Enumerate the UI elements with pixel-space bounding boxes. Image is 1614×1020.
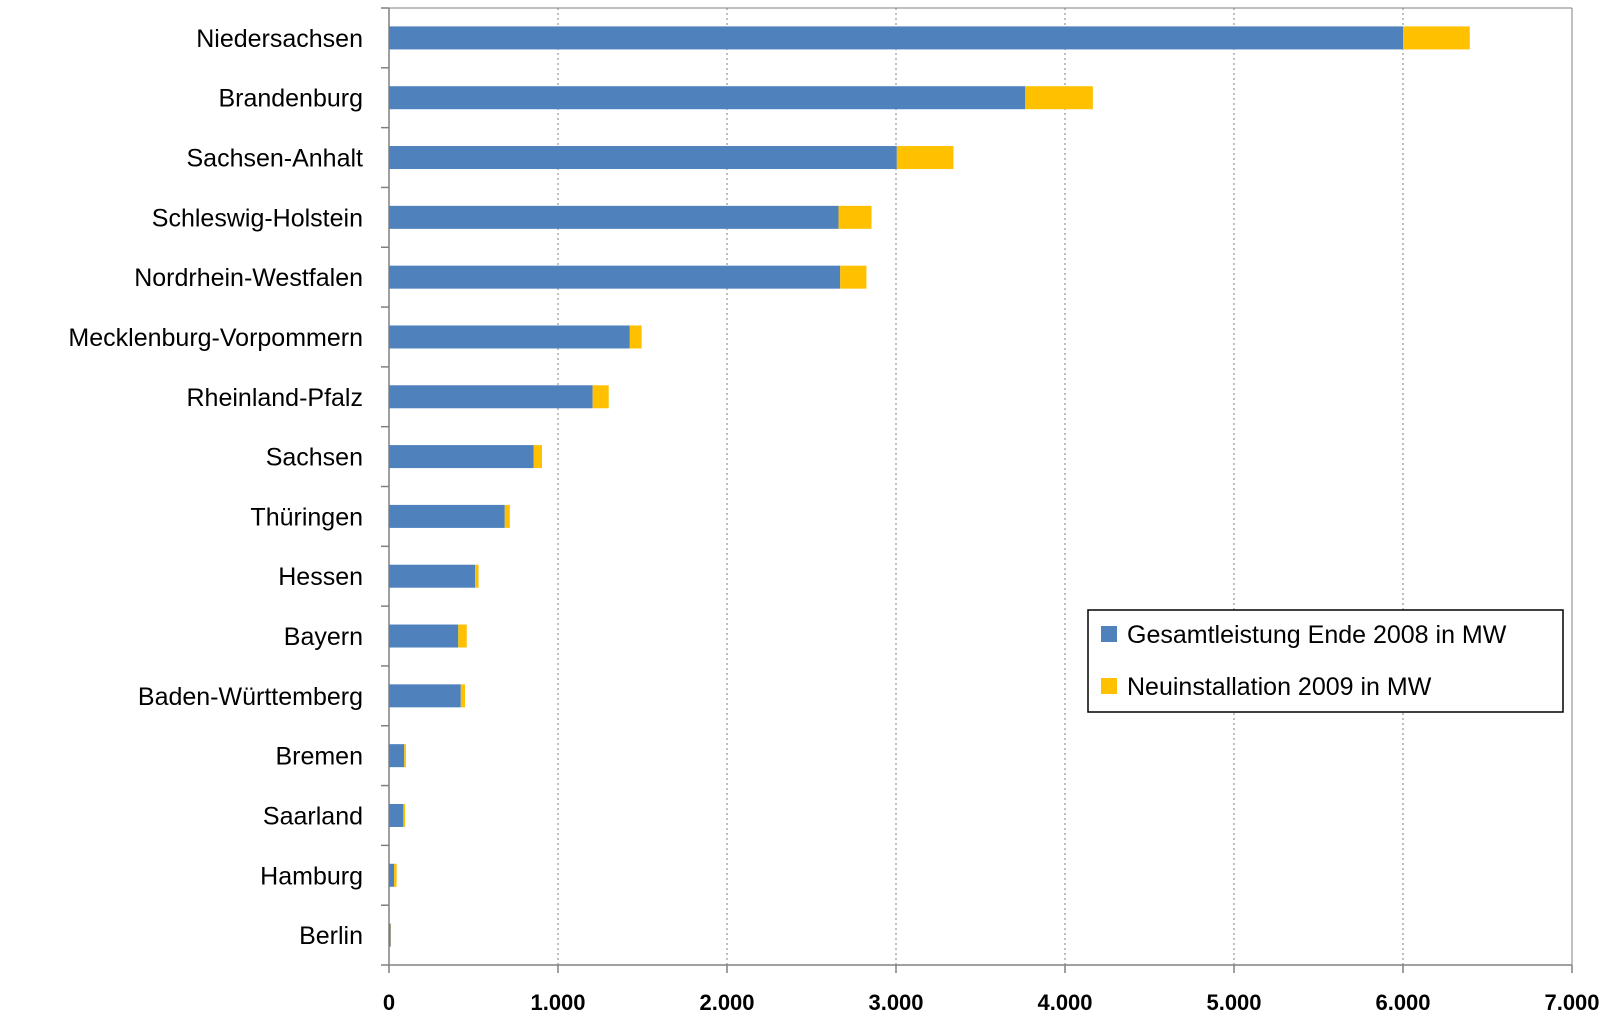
legend-label-series-2: Neuinstallation 2009 in MW xyxy=(1127,673,1432,701)
category-label: Baden-Württemberg xyxy=(138,683,363,711)
bar-new-2009 xyxy=(460,684,466,708)
category-label: Sachsen-Anhalt xyxy=(186,145,363,173)
bar-new-2009 xyxy=(629,325,642,349)
category-label: Bayern xyxy=(284,623,363,651)
bar-total-2008 xyxy=(389,923,391,947)
category-label: Niedersachsen xyxy=(196,25,363,53)
bar-new-2009 xyxy=(896,146,954,170)
bar-total-2008 xyxy=(389,744,405,768)
legend-label-series-1: Gesamtleistung Ende 2008 in MW xyxy=(1127,621,1507,649)
bar-total-2008 xyxy=(389,26,1403,50)
category-label: Bremen xyxy=(275,743,363,771)
legend: Gesamtleistung Ende 2008 in MW Neuinstal… xyxy=(1087,609,1564,713)
bar-new-2009 xyxy=(404,744,406,768)
bar-new-2009 xyxy=(838,205,872,229)
bar-new-2009 xyxy=(592,385,609,409)
x-tick-label: 5.000 xyxy=(1206,990,1261,1015)
bar-new-2009 xyxy=(403,803,406,827)
x-tick-label: 2.000 xyxy=(699,990,754,1015)
category-label: Hessen xyxy=(278,563,363,591)
x-tick-label: 4.000 xyxy=(1037,990,1092,1015)
bar-new-2009 xyxy=(1403,26,1470,50)
bar-total-2008 xyxy=(389,86,1026,110)
category-label: Sachsen xyxy=(266,444,363,472)
category-label: Berlin xyxy=(299,922,363,950)
bar-new-2009 xyxy=(1025,86,1093,110)
bar-new-2009 xyxy=(504,504,510,528)
category-label: Mecklenburg-Vorpommern xyxy=(68,324,363,352)
bar-total-2008 xyxy=(389,684,461,708)
bar-total-2008 xyxy=(389,265,841,289)
bar-new-2009 xyxy=(533,445,542,469)
x-tick-label: 6.000 xyxy=(1375,990,1430,1015)
category-label: Brandenburg xyxy=(218,85,363,113)
x-tick-labels: 0 1.000 2.000 3.000 4.000 5.000 6.000 7.000 xyxy=(383,990,1600,1015)
x-tick-label: 1.000 xyxy=(530,990,585,1015)
bar-new-2009 xyxy=(394,863,397,887)
bar-total-2008 xyxy=(389,445,534,469)
bar-total-2008 xyxy=(389,803,404,827)
bar-total-2008 xyxy=(389,146,897,170)
bar-total-2008 xyxy=(389,564,476,588)
bar-total-2008 xyxy=(389,504,505,528)
category-label: Hamburg xyxy=(260,862,363,890)
bars xyxy=(389,26,1470,947)
x-tick-label: 7.000 xyxy=(1544,990,1599,1015)
bar-total-2008 xyxy=(389,863,395,887)
bar-total-2008 xyxy=(389,624,459,648)
category-label: Schleswig-Holstein xyxy=(152,204,363,232)
bar-new-2009 xyxy=(840,265,867,289)
x-tick-label: 0 xyxy=(383,990,395,1015)
legend-swatch-series-1 xyxy=(1101,626,1117,642)
bar-total-2008 xyxy=(389,325,630,349)
category-labels: Niedersachsen Brandenburg Sachsen-Anhalt Sc… xyxy=(68,25,363,950)
category-label: Thüringen xyxy=(250,503,363,531)
bar-total-2008 xyxy=(389,385,593,409)
legend-box xyxy=(1087,609,1564,713)
bar-new-2009 xyxy=(475,564,479,588)
category-label: Rheinland-Pfalz xyxy=(187,384,364,412)
category-label: Nordrhein-Westfalen xyxy=(134,264,363,292)
bar-total-2008 xyxy=(389,205,839,229)
x-tick-label: 3.000 xyxy=(868,990,923,1015)
bar-new-2009 xyxy=(458,624,467,648)
category-label: Saarland xyxy=(263,802,363,830)
legend-swatch-series-2 xyxy=(1101,678,1117,694)
